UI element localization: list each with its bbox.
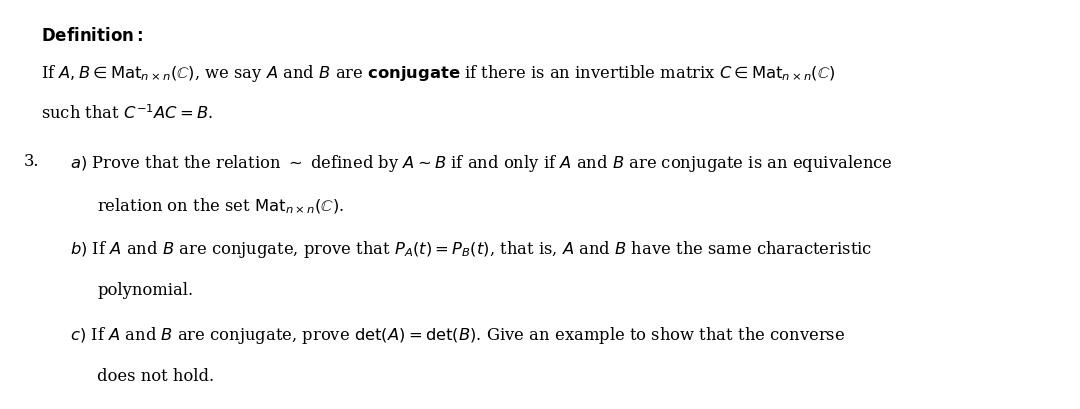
Text: relation on the set $\mathrm{Mat}_{n \times n}(\mathbb{C})$.: relation on the set $\mathrm{Mat}_{n \ti… [97,196,345,216]
Text: $b)$ If $A$ and $B$ are conjugate, prove that $P_A(t) = P_B(t)$, that is, $A$ an: $b)$ If $A$ and $B$ are conjugate, prove… [70,239,873,260]
Text: polynomial.: polynomial. [97,282,193,299]
Text: $c)$ If $A$ and $B$ are conjugate, prove $\det(A) = \det(B)$. Give an example to: $c)$ If $A$ and $B$ are conjugate, prove… [70,325,846,346]
Text: 3.: 3. [24,153,39,171]
Text: such that $C^{-1}AC = B$.: such that $C^{-1}AC = B$. [41,104,213,123]
Text: If $A, B \in \mathrm{Mat}_{n \times n}(\mathbb{C})$, we say $A$ and $B$ are $\ma: If $A, B \in \mathrm{Mat}_{n \times n}(\… [41,63,836,84]
Text: does not hold.: does not hold. [97,368,214,385]
Text: $\mathbf{Definition:}$: $\mathbf{Definition:}$ [41,27,144,45]
Text: $a)$ Prove that the relation $\sim$ defined by $A \sim B$ if and only if $A$ and: $a)$ Prove that the relation $\sim$ defi… [70,153,893,174]
